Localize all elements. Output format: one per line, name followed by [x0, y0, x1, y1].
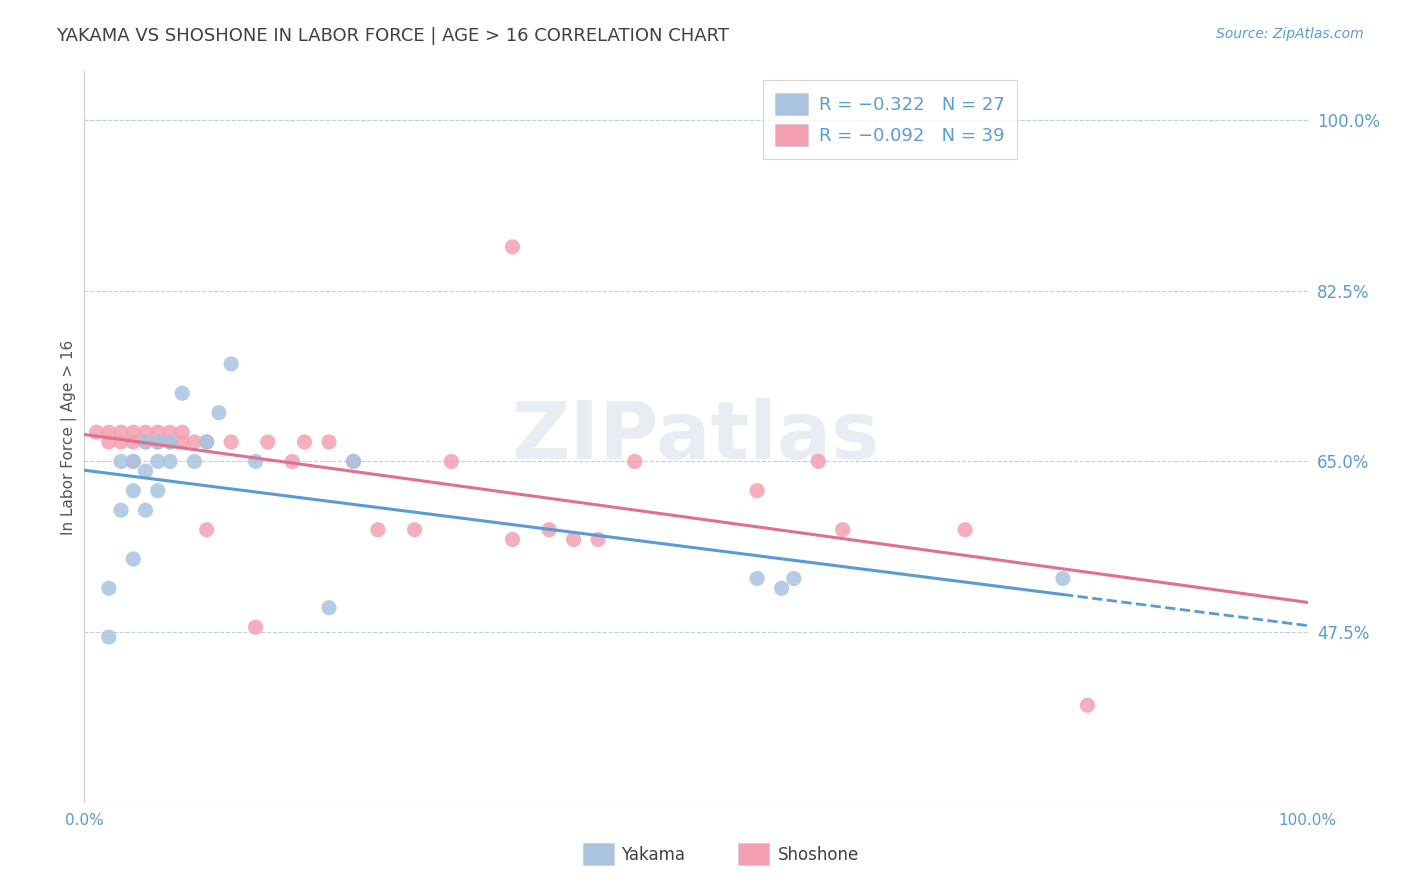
Point — [1076, 698, 1098, 713]
Point — [342, 454, 364, 468]
Point — [257, 434, 280, 449]
Point — [122, 434, 145, 449]
Point — [502, 533, 524, 547]
Point — [110, 454, 132, 468]
Point — [807, 454, 830, 468]
Legend: R = −0.322   N = 27, R = −0.092   N = 39: R = −0.322 N = 27, R = −0.092 N = 39 — [762, 80, 1017, 159]
Point — [219, 357, 242, 371]
Point — [183, 434, 205, 449]
Point — [110, 425, 132, 440]
Point — [831, 523, 853, 537]
Point — [195, 434, 218, 449]
Point — [86, 425, 108, 440]
Point — [122, 483, 145, 498]
Point — [747, 483, 769, 498]
Point — [135, 425, 157, 440]
Point — [294, 434, 316, 449]
Point — [342, 454, 364, 468]
Point — [172, 434, 194, 449]
Point — [135, 434, 157, 449]
Text: YAKAMA VS SHOSHONE IN LABOR FORCE | AGE > 16 CORRELATION CHART: YAKAMA VS SHOSHONE IN LABOR FORCE | AGE … — [56, 27, 730, 45]
Point — [245, 454, 267, 468]
Point — [586, 533, 609, 547]
Point — [367, 523, 389, 537]
Point — [97, 630, 120, 644]
Point — [159, 454, 181, 468]
Point — [318, 600, 340, 615]
Point — [747, 572, 769, 586]
Point — [122, 454, 145, 468]
Point — [1052, 572, 1074, 586]
Point — [159, 425, 181, 440]
Text: Source: ZipAtlas.com: Source: ZipAtlas.com — [1216, 27, 1364, 41]
Point — [538, 523, 561, 537]
Point — [440, 454, 463, 468]
Point — [404, 523, 426, 537]
Point — [146, 425, 169, 440]
Point — [245, 620, 267, 634]
Point — [110, 434, 132, 449]
Point — [146, 434, 169, 449]
Point — [135, 503, 157, 517]
Point — [953, 523, 976, 537]
Text: Yakama: Yakama — [621, 846, 686, 863]
Point — [97, 425, 120, 440]
Y-axis label: In Labor Force | Age > 16: In Labor Force | Age > 16 — [62, 340, 77, 534]
Point — [624, 454, 647, 468]
Point — [281, 454, 304, 468]
Point — [97, 581, 120, 595]
Point — [208, 406, 231, 420]
Point — [135, 464, 157, 478]
Point — [502, 240, 524, 254]
Point — [783, 572, 806, 586]
Point — [135, 434, 157, 449]
Text: ZIPatlas: ZIPatlas — [512, 398, 880, 476]
Point — [770, 581, 793, 595]
Point — [122, 454, 145, 468]
Point — [146, 483, 169, 498]
Point — [159, 434, 181, 449]
Point — [110, 503, 132, 517]
Point — [97, 434, 120, 449]
Point — [172, 386, 194, 401]
Point — [318, 434, 340, 449]
Point — [562, 533, 585, 547]
Point — [195, 523, 218, 537]
Point — [146, 434, 169, 449]
Text: Shoshone: Shoshone — [778, 846, 859, 863]
Point — [159, 434, 181, 449]
Point — [122, 552, 145, 566]
Point — [146, 454, 169, 468]
Point — [219, 434, 242, 449]
Point — [122, 425, 145, 440]
Point — [172, 425, 194, 440]
Point — [183, 454, 205, 468]
Point — [195, 434, 218, 449]
